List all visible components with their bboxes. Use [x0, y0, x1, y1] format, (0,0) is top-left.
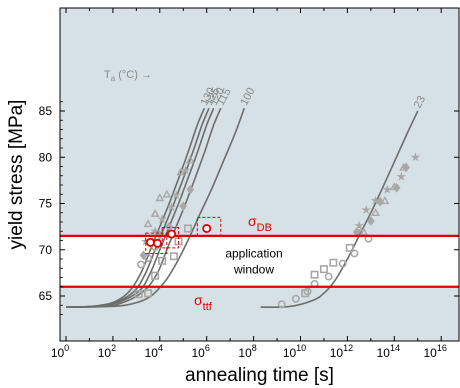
- y-tick-label-80: 80: [39, 150, 53, 164]
- x-tick-label-12: 1012: [330, 343, 353, 360]
- triangle-marker-0: [143, 219, 153, 228]
- star-marker-7: [361, 204, 372, 215]
- curve-100: [65, 107, 245, 308]
- diamond-marker-7: [367, 216, 375, 226]
- highlight-point-0: [145, 237, 155, 247]
- circle-marker-7: [324, 272, 333, 281]
- square-marker-10: [329, 258, 338, 267]
- marker-layer: [134, 152, 421, 309]
- plot-background: [60, 8, 459, 341]
- temperature-legend-header: Ta (°C) →: [104, 69, 152, 83]
- star-marker-4: [171, 190, 181, 200]
- stress-lines: [60, 234, 459, 288]
- axis-ticks: 100 102 104 106 108 1010 1012 1014 1016 65 70 75 80 8…: [39, 8, 459, 360]
- curve-130: [65, 107, 206, 308]
- diamond-marker-5: [186, 184, 195, 195]
- triangle-marker-5: [185, 155, 195, 164]
- y-tick-label-75: 75: [39, 197, 53, 211]
- square-marker-4: [169, 252, 178, 261]
- x-tick-label-14: 1014: [377, 343, 400, 360]
- square-marker-3: [158, 256, 167, 265]
- y-tick-label-65: 65: [39, 289, 53, 303]
- triangle-marker-3: [162, 189, 172, 198]
- star-marker-1: [150, 226, 160, 236]
- diamond-marker-0: [139, 250, 148, 261]
- triangle-marker-6: [359, 227, 369, 236]
- x-tick-label-8: 108: [238, 343, 256, 360]
- x-tick-label-2: 102: [98, 343, 116, 360]
- circle-marker-4: [291, 294, 300, 303]
- label-sigma-ttf: σttf: [194, 292, 213, 313]
- application-window-band: [60, 235, 459, 287]
- x-tick-label-0: 100: [51, 343, 69, 360]
- square-marker-1: [144, 289, 153, 298]
- highlight-point-2: [167, 229, 177, 239]
- triangle-marker-4: [176, 167, 186, 176]
- star-marker-11: [410, 152, 421, 162]
- circle-marker-8: [338, 259, 347, 268]
- circle-marker-0: [137, 260, 146, 269]
- star-marker-9: [382, 184, 393, 194]
- star-marker-3: [166, 202, 177, 212]
- x-tick-label-6: 106: [192, 343, 210, 360]
- triangle-marker-9: [389, 182, 399, 191]
- x-tick-label-4: 104: [145, 343, 163, 360]
- star-marker-6: [354, 220, 364, 230]
- application-window-label-line-1: application: [225, 246, 282, 260]
- triangle-marker-2: [155, 193, 165, 202]
- triangle-marker-1: [150, 209, 160, 217]
- square-marker-11: [345, 243, 354, 252]
- x-tick-label-10: 1010: [283, 343, 306, 360]
- highlight-box-2: [196, 216, 222, 237]
- triangle-marker-10: [399, 162, 409, 171]
- application-window-label-line-2: window: [233, 262, 274, 276]
- highlight-box-1: [161, 227, 180, 249]
- y-tick-label-70: 70: [39, 243, 53, 257]
- curve-label-23: 23: [412, 94, 428, 110]
- highlight-box-0: [145, 232, 168, 254]
- highlight-point-3: [202, 223, 212, 233]
- y-axis-label: yield stress [MPa]: [6, 100, 27, 250]
- y-tick-label-85: 85: [39, 104, 53, 118]
- square-marker-0: [134, 290, 143, 299]
- diamond-marker-4: [179, 201, 188, 212]
- label-sigma-db: σDB: [248, 213, 272, 234]
- highlight-point-1: [152, 238, 162, 248]
- star-marker-10: [396, 171, 407, 181]
- plot-frame: [59, 7, 460, 342]
- star-marker-2: [157, 214, 167, 224]
- circle-marker-5: [303, 287, 312, 296]
- highlight-layer: [145, 216, 222, 254]
- square-marker-8: [310, 270, 319, 279]
- star-marker-8: [370, 195, 381, 205]
- x-axis-label: annealing time [s]: [185, 365, 334, 386]
- square-marker-2: [151, 271, 160, 280]
- square-marker-6: [183, 224, 192, 233]
- triangle-marker-8: [380, 196, 390, 204]
- triangle-marker-7: [371, 208, 380, 217]
- star-marker-5: [180, 165, 191, 175]
- circle-marker-3: [277, 300, 286, 309]
- x-tick-label-16: 1016: [424, 343, 447, 360]
- square-marker-9: [319, 265, 328, 274]
- circle-marker-9: [350, 249, 359, 258]
